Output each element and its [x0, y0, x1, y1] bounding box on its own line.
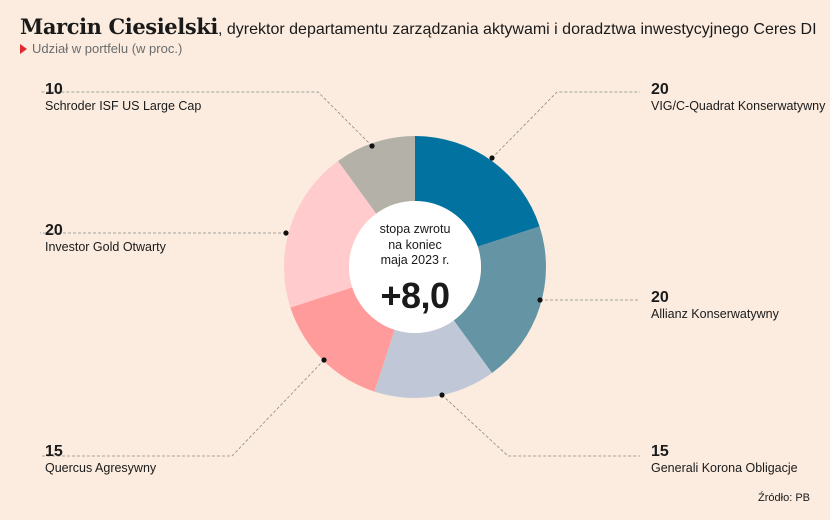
leader-dot-6 [369, 143, 375, 149]
donut-slice-1 [415, 136, 540, 247]
slice-category: Allianz Konserwatywny [651, 307, 779, 322]
leader-line-1 [491, 91, 640, 159]
leader-line-6 [40, 91, 373, 147]
slice-category: Investor Gold Otwarty [45, 240, 166, 255]
donut-center: stopa zwrotu na koniec maja 2023 r. +8,0 [350, 222, 480, 317]
leader-dot-1 [489, 155, 495, 161]
slice-value: 15 [45, 443, 63, 460]
slice-value: 15 [651, 443, 669, 460]
slice-value: 10 [45, 81, 63, 98]
slice-value: 20 [651, 81, 669, 98]
donut-hole [349, 201, 481, 333]
leader-dot-3 [439, 392, 445, 398]
slice-label-4: 15 Quercus Agresywny [45, 442, 156, 476]
slice-category: Quercus Agresywny [45, 461, 157, 476]
title-person-name: Marcin Ciesielski [20, 14, 219, 39]
leader-line-4 [40, 359, 325, 457]
red-triangle-icon [20, 43, 27, 54]
donut-slice-6 [338, 136, 415, 214]
slice-label-5: 20 Investor Gold Otwarty [45, 221, 166, 255]
center-line-2: na koniec [388, 237, 442, 252]
leader-dot-2 [537, 297, 543, 303]
slice-value: 20 [651, 289, 669, 306]
donut-slice-4 [290, 287, 395, 392]
slice-label-3: 15 Generali Korona Obligacje [651, 442, 798, 476]
donut-slice-2 [453, 226, 546, 373]
donut-slice-5 [283, 161, 377, 308]
slice-value: 20 [45, 222, 63, 239]
source-note: Źródło: PB [758, 492, 810, 504]
slice-category: Schroder ISF US Large Cap [45, 99, 202, 114]
title-description: , dyrektor departamentu zarządzania akty… [218, 21, 817, 38]
slice-label-6: 10 Schroder ISF US Large Cap [45, 80, 201, 114]
chart-subtitle: Udział w portfelu (w proc.) [20, 41, 182, 56]
slice-category: VIG/C-Quadrat Konserwatywny [651, 99, 826, 114]
center-line-1: stopa zwrotu [379, 222, 451, 236]
leader-dot-5 [283, 230, 289, 236]
center-value: +8,0 [380, 274, 450, 316]
chart-title: Marcin Ciesielski, dyrektor departamentu… [20, 14, 817, 39]
leader-dot-4 [321, 357, 327, 363]
subtitle-text: Udział w portfelu (w proc.) [32, 41, 183, 56]
slice-label-1: 20 VIG/C-Quadrat Konserwatywny [651, 80, 825, 114]
slice-label-2: 20 Allianz Konserwatywny [651, 288, 779, 322]
center-line-3: maja 2023 r. [380, 253, 450, 268]
leader-line-3 [441, 394, 640, 457]
slice-category: Generali Korona Obligacje [651, 461, 798, 476]
donut-slice-3 [374, 320, 492, 398]
